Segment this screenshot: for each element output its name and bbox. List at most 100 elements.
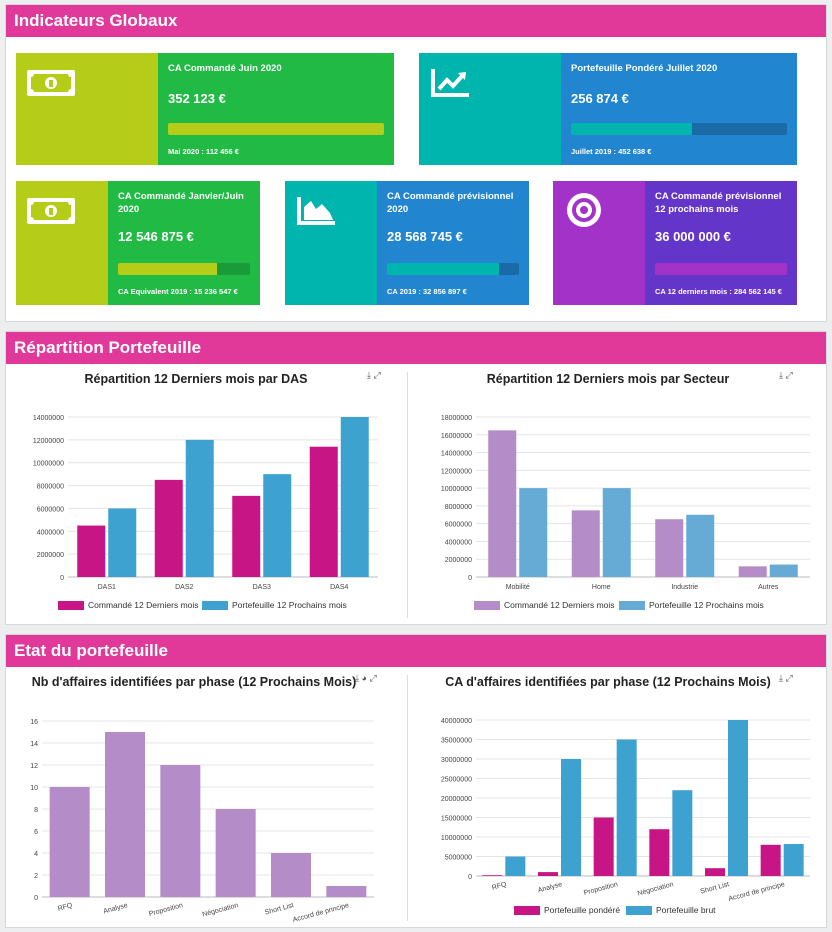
x-tick-label: Analyse xyxy=(537,881,563,894)
kpi-sub: CA 2019 : 32 856 897 € xyxy=(387,287,467,296)
download-icon[interactable]: ⤓ xyxy=(779,673,783,683)
legend-swatch xyxy=(474,601,500,610)
kpi-sub: CA Equivalent 2019 : 15 236 547 € xyxy=(118,287,238,296)
progress-fill xyxy=(655,263,787,275)
divider xyxy=(407,675,408,921)
bar xyxy=(769,564,798,577)
kpi-sub: CA 12 derniers mois : 284 562 145 € xyxy=(655,287,782,296)
y-tick-label: 5000000 xyxy=(445,855,472,862)
y-tick-label: 0 xyxy=(468,575,472,582)
section-title: Répartition Portefeuille xyxy=(6,332,826,364)
y-tick-label: 8000000 xyxy=(445,504,472,511)
kpi-title: Portefeuille Pondéré Juillet 2020 xyxy=(571,63,718,74)
target-icon xyxy=(567,193,601,227)
bar xyxy=(105,732,145,897)
bar xyxy=(686,514,715,577)
kpi-card: CA Commandé Janvier/Juin 2020 12 546 875… xyxy=(16,181,260,305)
y-tick-label: 8 xyxy=(34,807,38,814)
expand-icon[interactable]: ⤢ xyxy=(373,370,381,380)
money-bill-icon xyxy=(27,70,75,96)
expand-icon[interactable]: ⤢ xyxy=(369,673,377,683)
y-tick-label: 4000000 xyxy=(445,539,472,546)
kpi-value: 256 874 € xyxy=(571,91,629,106)
kpi-title: CA Commandé prévisionnel 2020 xyxy=(387,191,514,215)
bar xyxy=(77,525,106,577)
kpi-value: 28 568 745 € xyxy=(387,229,463,244)
x-tick-label: Short List xyxy=(700,881,730,895)
bar xyxy=(505,856,526,876)
chart-title: Répartition 12 Derniers mois par DAS xyxy=(84,372,308,386)
progress-bar xyxy=(387,263,519,275)
y-tick-label: 16 xyxy=(30,719,38,726)
pie-chart-icon[interactable]: ◕ xyxy=(361,673,367,683)
legend-swatch xyxy=(626,906,652,915)
chart-nb-affaires: 0 2 4 6 8 10 12 14 16 RFQ Analyse Proposition Négoci… xyxy=(30,719,374,924)
kpi-card: CA Commandé prévisionnel 12 prochains mo… xyxy=(553,181,797,305)
bar xyxy=(271,853,311,897)
y-tick-label: 15000000 xyxy=(441,816,472,823)
divider xyxy=(407,372,408,618)
section-title: Etat du portefeuille xyxy=(6,635,826,667)
x-tick-label: DAS2 xyxy=(175,584,193,591)
download-icon[interactable]: ⤓ xyxy=(355,673,359,683)
bar xyxy=(326,886,367,897)
y-tick-label: 40000000 xyxy=(441,718,472,725)
bar xyxy=(154,479,183,577)
y-tick-label: 12000000 xyxy=(33,438,64,445)
bar xyxy=(783,844,804,876)
kpi-card: Portefeuille Pondéré Juillet 2020 256 87… xyxy=(419,53,797,165)
y-tick-label: 4000000 xyxy=(37,529,64,536)
bar xyxy=(738,566,767,577)
kpi-value: 352 123 € xyxy=(168,91,226,106)
chart-tools: ⤓ ◕ ⤢ xyxy=(355,673,377,684)
bar xyxy=(649,829,670,876)
x-tick-label: RFQ xyxy=(491,881,508,892)
y-tick-label: 8000000 xyxy=(37,484,64,491)
y-tick-label: 0 xyxy=(468,874,472,881)
bar xyxy=(728,720,748,876)
chart-area-icon xyxy=(297,197,335,225)
panel-etat: Etat du portefeuille Nb d'affaires ident… xyxy=(5,634,827,928)
y-tick-label: 12000000 xyxy=(441,468,472,475)
x-tick-label: Industrie xyxy=(671,584,698,591)
x-tick-label: Autres xyxy=(758,584,779,591)
bar xyxy=(232,495,261,577)
expand-icon[interactable]: ⤢ xyxy=(785,673,793,683)
expand-icon[interactable]: ⤢ xyxy=(785,370,793,380)
kpi-value: 36 000 000 € xyxy=(655,229,731,244)
x-tick-label: Analyse xyxy=(103,902,129,915)
bar xyxy=(705,868,725,876)
y-tick-label: 16000000 xyxy=(441,433,472,440)
download-icon[interactable]: ⤓ xyxy=(367,370,371,380)
legend-label: Portefeuille 12 Prochains mois xyxy=(649,600,764,610)
progress-bar xyxy=(118,263,250,275)
x-tick-label: Accord de principe xyxy=(728,881,786,903)
x-tick-label: Proposition xyxy=(148,902,184,918)
bar xyxy=(672,790,693,876)
bar xyxy=(602,488,631,577)
y-tick-label: 10 xyxy=(30,785,38,792)
chart-tools: ⤓ ⤢ xyxy=(779,370,793,381)
legend-swatch xyxy=(619,601,645,610)
x-tick-label: Mobilité xyxy=(506,584,530,591)
kpi-card: CA Commandé Juin 2020 352 123 € Mai 2020… xyxy=(16,53,394,165)
legend-swatch xyxy=(202,601,228,610)
bar xyxy=(215,809,256,897)
chart-ca-affaires: 0 5000000 10000000 15000000 20000000 25000000… xyxy=(441,718,810,915)
y-tick-label: 14 xyxy=(30,741,38,748)
x-tick-label: DAS3 xyxy=(253,584,271,591)
progress-fill xyxy=(387,263,500,275)
download-icon[interactable]: ⤓ xyxy=(779,370,783,380)
bar xyxy=(655,519,684,577)
chart-secteur: 0 2000000 4000000 6000000 8000000 10000000 120… xyxy=(441,415,810,610)
y-tick-label: 14000000 xyxy=(441,451,472,458)
y-tick-label: 2 xyxy=(34,873,38,880)
chart-title: Nb d'affaires identifiées par phase (12 … xyxy=(31,675,357,689)
legend-swatch xyxy=(58,601,84,610)
kpi-title: CA Commandé prévisionnel 12 prochains mo… xyxy=(655,191,782,215)
kpi-sub: Juillet 2019 : 452 638 € xyxy=(571,147,652,156)
y-tick-label: 20000000 xyxy=(441,796,472,803)
y-tick-label: 30000000 xyxy=(441,757,472,764)
progress-bar xyxy=(655,263,787,275)
progress-bar xyxy=(168,123,384,135)
